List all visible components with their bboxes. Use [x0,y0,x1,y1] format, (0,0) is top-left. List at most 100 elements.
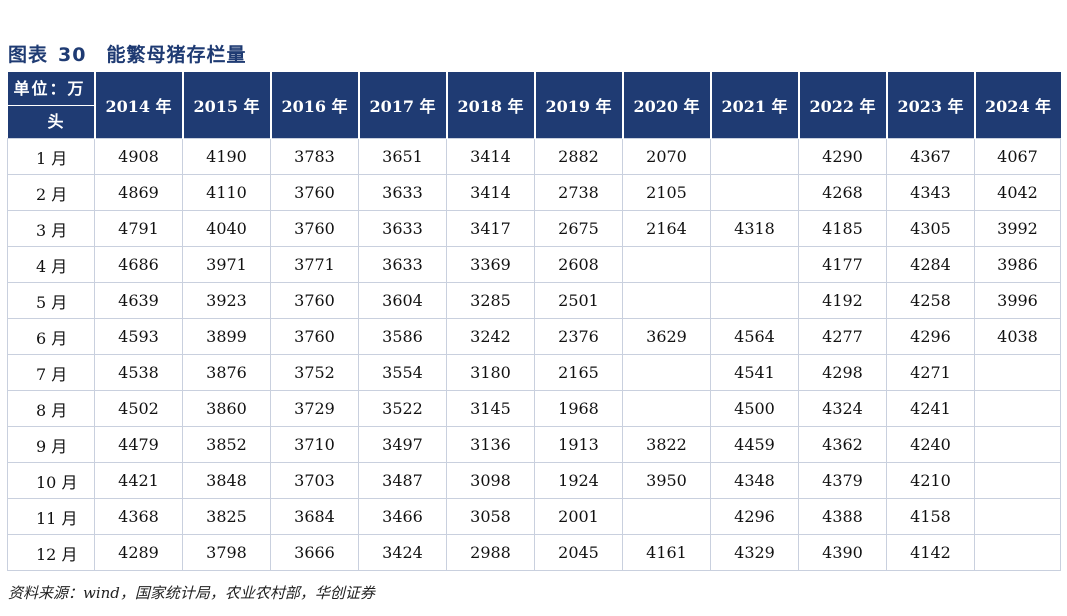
value-cell: 3899 [182,318,271,355]
value-cell: 4067 [974,138,1061,175]
value-cell: 4538 [94,354,183,391]
value-cell: 3651 [358,138,447,175]
table-row: 1 月 4908 4190 3783 3651 3414 2882 2070 4290 4367 4… [7,138,1061,175]
table-row: 9 月 4479 3852 3710 3497 3136 1913 3822 4459 4362 4… [7,426,1061,463]
value-cell: 4161 [622,534,711,571]
value-cell: 4479 [94,426,183,463]
value-cell [974,498,1061,535]
value-cell: 3760 [270,282,359,319]
month-cell: 11 月 [7,498,95,535]
value-cell: 2376 [534,318,623,355]
value-cell: 4791 [94,210,183,247]
value-cell: 3666 [270,534,359,571]
value-cell: 4158 [886,498,975,535]
value-cell: 3424 [358,534,447,571]
value-cell: 3783 [270,138,359,175]
value-cell: 3414 [446,174,535,211]
value-cell: 2070 [622,138,711,175]
month-cell: 10 月 [7,462,95,499]
value-cell: 4289 [94,534,183,571]
value-cell: 3971 [182,246,271,283]
value-cell: 4298 [798,354,887,391]
value-cell [622,498,711,535]
month-cell: 7 月 [7,354,95,391]
value-cell: 4185 [798,210,887,247]
value-cell: 4367 [886,138,975,175]
value-cell: 3760 [270,210,359,247]
column-header: 2015 年 [181,72,272,139]
value-cell: 4329 [710,534,799,571]
table-row: 6 月 4593 3899 3760 3586 3242 2376 3629 4564 4277 4… [7,318,1061,355]
month-cell: 4 月 [7,246,95,283]
value-cell: 3058 [446,498,535,535]
figure-title: 图表 30 能繁母猪存栏量 [8,40,246,67]
column-header: 2016 年 [269,72,360,139]
unit-label-line1: 单位：万 [7,72,94,106]
column-header: 2024 年 [973,72,1061,139]
value-cell: 2675 [534,210,623,247]
data-table: 单位：万 头 2014 年 2015 年 2016 年 2017 年 2018 年 201… [7,72,1061,571]
value-cell: 4192 [798,282,887,319]
value-cell: 3487 [358,462,447,499]
column-header: 2014 年 [93,72,184,139]
value-cell: 3629 [622,318,711,355]
value-cell: 4110 [182,174,271,211]
value-cell: 4210 [886,462,975,499]
value-cell: 4343 [886,174,975,211]
value-cell: 1913 [534,426,623,463]
value-cell: 4459 [710,426,799,463]
value-cell: 4142 [886,534,975,571]
value-cell: 4541 [710,354,799,391]
value-cell: 4241 [886,390,975,427]
column-header: 2020 年 [621,72,712,139]
value-cell: 3760 [270,318,359,355]
column-header: 2023 年 [885,72,976,139]
value-cell [974,390,1061,427]
column-header: 2017 年 [357,72,448,139]
value-cell [622,390,711,427]
value-cell: 3285 [446,282,535,319]
value-cell: 4908 [94,138,183,175]
value-cell: 3729 [270,390,359,427]
month-cell: 5 月 [7,282,95,319]
table-row: 7 月 4538 3876 3752 3554 3180 2165 4541 4298 4271 [7,354,1061,391]
column-header: 2018 年 [445,72,536,139]
value-cell: 3710 [270,426,359,463]
month-cell: 3 月 [7,210,95,247]
month-cell: 6 月 [7,318,95,355]
value-cell: 2105 [622,174,711,211]
value-cell: 4318 [710,210,799,247]
value-cell: 4348 [710,462,799,499]
value-cell: 4040 [182,210,271,247]
month-cell: 9 月 [7,426,95,463]
value-cell: 3586 [358,318,447,355]
month-cell: 12 月 [7,534,95,571]
unit-header: 单位：万 头 [7,72,96,139]
value-cell: 3554 [358,354,447,391]
column-header: 2019 年 [533,72,624,139]
value-cell: 3136 [446,426,535,463]
value-cell [622,282,711,319]
value-cell: 2738 [534,174,623,211]
value-cell: 3369 [446,246,535,283]
value-cell: 2165 [534,354,623,391]
value-cell [710,282,799,319]
table-body: 1 月 4908 4190 3783 3651 3414 2882 2070 4290 4367 4… [7,138,1061,571]
value-cell: 3703 [270,462,359,499]
column-header: 2022 年 [797,72,888,139]
header-row: 单位：万 头 2014 年 2015 年 2016 年 2017 年 2018 年 201… [7,72,1061,139]
value-cell [710,138,799,175]
value-cell: 4593 [94,318,183,355]
month-cell: 8 月 [7,390,95,427]
value-cell: 3923 [182,282,271,319]
value-cell: 3684 [270,498,359,535]
value-cell: 3760 [270,174,359,211]
figure-number: 30 [58,44,87,66]
value-cell: 4564 [710,318,799,355]
value-cell [622,246,711,283]
value-cell: 3522 [358,390,447,427]
value-cell: 2882 [534,138,623,175]
value-cell: 3604 [358,282,447,319]
source-note: 资料来源：wind，国家统计局，农业农村部，华创证券 [8,584,375,602]
table-row: 11 月 4368 3825 3684 3466 3058 2001 4296 4388 4158 [7,498,1061,535]
